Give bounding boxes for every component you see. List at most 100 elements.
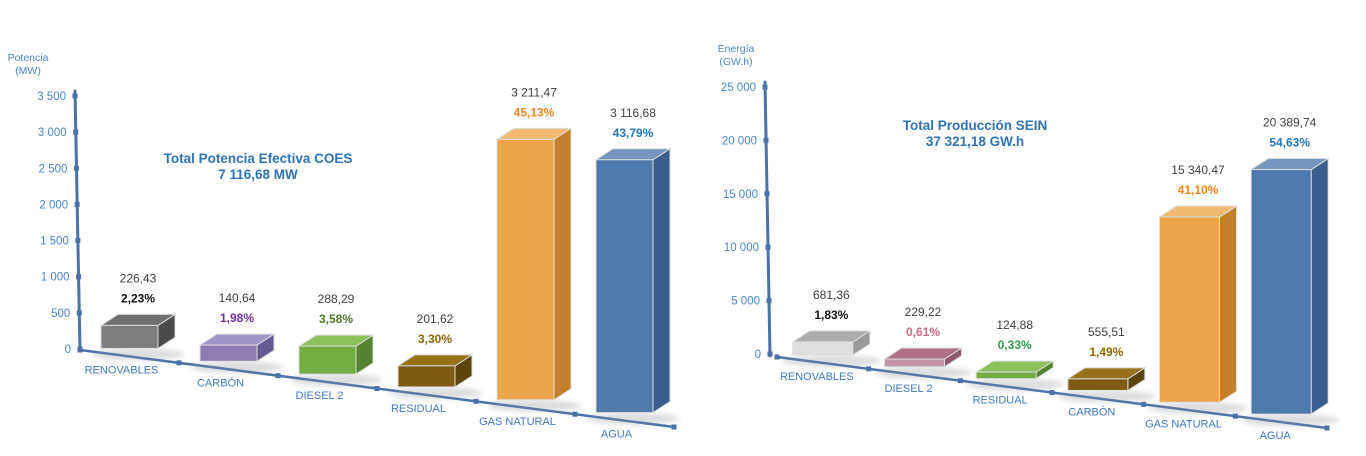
bar-renovables <box>91 313 185 361</box>
category-tick-mark <box>1049 390 1055 395</box>
y-tick-mark <box>76 310 82 316</box>
bar-side-face <box>652 147 671 414</box>
y-tick-label: 3 000 <box>38 127 67 139</box>
value-label-carbon: 140,64 <box>219 291 256 305</box>
bar-front-face <box>199 344 258 362</box>
bar-carbon <box>1057 366 1156 403</box>
y-tick-label: 2 500 <box>39 163 68 175</box>
y-tick-mark <box>766 298 772 304</box>
category-label-residual: RESIDUAL <box>391 403 446 415</box>
y-tick-mark <box>763 137 769 143</box>
bar-shadow <box>1240 414 1339 427</box>
axis-unit-label: Energía <box>718 43 755 55</box>
bar-agua <box>586 147 680 425</box>
bar-side-face <box>1310 157 1329 416</box>
value-label-agua: 3 116,68 <box>610 106 656 120</box>
category-tick-mark <box>671 424 677 430</box>
category-label-residual: RESIDUAL <box>973 395 1028 407</box>
y-tick-mark <box>75 238 81 244</box>
y-tick-label: 25 000 <box>721 82 756 94</box>
value-label-diesel-2: 229,22 <box>905 305 942 319</box>
value-label-renovables: 681,36 <box>813 288 850 302</box>
category-label-gas-natural: GAS NATURAL <box>479 416 556 428</box>
y-tick-mark <box>767 351 773 357</box>
value-label-gas-natural: 3 211,47 <box>511 85 557 99</box>
y-tick-label: 2 000 <box>39 199 68 211</box>
y-tick-mark <box>72 93 78 99</box>
pct-label-gas-natural: 45,13% <box>514 105 555 119</box>
bar-front-face <box>975 371 1037 380</box>
y-tick-mark <box>76 274 82 280</box>
category-label-agua: AGUA <box>601 429 633 441</box>
bar-front-face <box>496 138 555 401</box>
bar-front-face <box>792 341 854 356</box>
category-label-agua: AGUA <box>1260 430 1292 442</box>
bar-front-face <box>1250 169 1312 415</box>
y-tick-mark <box>73 129 79 135</box>
category-tick-mark <box>374 386 380 391</box>
y-tick-label: 0 <box>65 344 71 356</box>
value-label-diesel-2: 288,29 <box>318 292 355 306</box>
category-tick-mark <box>957 378 963 384</box>
bar-shadow <box>388 386 482 399</box>
y-tick-mark <box>73 165 79 171</box>
bar-diesel-2 <box>873 347 973 379</box>
y-tick-label: 5 000 <box>731 296 760 308</box>
category-tick-mark <box>774 354 780 360</box>
bar-front-face <box>1067 378 1129 391</box>
pct-label-carbon: 1,98% <box>220 311 254 325</box>
category-tick-mark <box>1324 425 1330 431</box>
bar-front-face <box>595 159 654 414</box>
bar-side-face <box>553 127 572 401</box>
bar-front-face <box>100 324 159 349</box>
value-label-carbon: 555,51 <box>1088 325 1125 339</box>
pct-label-carbon: 1,49% <box>1089 345 1123 359</box>
y-tick-label: 500 <box>51 308 70 320</box>
value-label-agua: 20 389,74 <box>1263 116 1317 130</box>
y-tick-label: 3 500 <box>37 91 66 103</box>
category-label-renovables: RENOVABLES <box>780 371 854 383</box>
bar-shadow <box>873 366 973 379</box>
bar-shadow <box>965 378 1064 391</box>
y-tick-label: 15 000 <box>723 189 758 201</box>
category-tick-mark <box>1232 413 1238 419</box>
y-tick-label: 1 500 <box>40 236 69 248</box>
chart-title: Total Potencia Efectiva COES <box>164 151 353 166</box>
pct-label-agua: 43,79% <box>613 126 654 140</box>
bar-shadow <box>289 374 383 387</box>
bar-shadow <box>1057 390 1156 403</box>
y-tick-mark <box>765 244 771 250</box>
y-tick-mark <box>762 84 768 90</box>
pct-label-diesel-2: 3,58% <box>319 312 353 326</box>
chart-title: 7 116,68 MW <box>218 167 298 182</box>
pct-label-residual: 3,30% <box>418 332 452 346</box>
y-tick-mark <box>74 201 80 207</box>
bar-shadow <box>1148 402 1248 415</box>
category-label-carbon: CARBÓN <box>197 376 244 389</box>
bar-gas-natural <box>487 127 581 412</box>
bar-front-face <box>1159 216 1220 403</box>
bar-shadow <box>487 399 581 412</box>
axis-unit-label: Potencia <box>8 52 49 64</box>
value-label-residual: 201,62 <box>417 312 454 326</box>
bar-shadow <box>782 354 881 367</box>
y-tick-label: 0 <box>755 349 761 361</box>
category-tick-mark <box>77 347 83 353</box>
bar-renovables <box>782 329 881 367</box>
category-label-diesel-2: DIESEL 2 <box>885 383 933 395</box>
bar-agua <box>1240 157 1339 427</box>
category-tick-mark <box>275 373 281 379</box>
bar-shadow <box>190 361 284 374</box>
bar-shadow <box>91 348 185 361</box>
category-tick-mark <box>473 398 479 404</box>
pct-label-renovables: 2,23% <box>121 291 155 305</box>
y-tick-mark <box>764 191 770 197</box>
bar-carbon <box>190 333 284 374</box>
category-tick-mark <box>1141 401 1147 407</box>
value-label-renovables: 226,43 <box>120 271 157 285</box>
bar-residual <box>388 353 482 399</box>
pct-label-agua: 54,63% <box>1269 136 1310 150</box>
value-label-residual: 124,88 <box>996 318 1033 332</box>
bar-front-face <box>298 345 357 375</box>
